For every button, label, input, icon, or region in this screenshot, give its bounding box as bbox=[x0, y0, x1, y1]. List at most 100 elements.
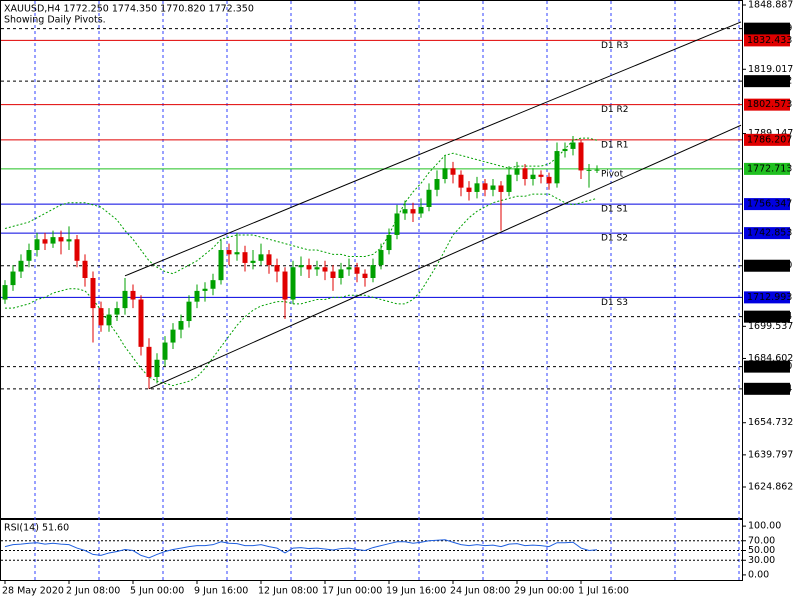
y-tick-label: 1684.602 bbox=[748, 353, 793, 364]
candle-body bbox=[178, 321, 184, 330]
level-price-label: 1670.494 bbox=[747, 383, 792, 394]
pivot-label: Pivot bbox=[601, 169, 624, 179]
candle-body bbox=[98, 308, 104, 326]
candle-body bbox=[514, 168, 520, 175]
y-tick-label: 1848.887 bbox=[748, 0, 793, 10]
candle-body bbox=[2, 285, 8, 300]
candle-body bbox=[306, 265, 312, 270]
x-tick-label: 2 Jun 08:00 bbox=[66, 586, 120, 597]
candle-body bbox=[418, 206, 424, 214]
candle-body bbox=[458, 174, 464, 188]
x-tick-label: 19 Jun 16:00 bbox=[386, 586, 446, 597]
level-price-box bbox=[744, 382, 790, 395]
candle-body bbox=[258, 254, 264, 261]
candle-body bbox=[154, 359, 160, 377]
candle-body bbox=[322, 267, 328, 272]
level-price-label: 1802.573 bbox=[747, 99, 792, 110]
candle-body bbox=[66, 239, 72, 242]
candle-body bbox=[410, 209, 416, 214]
candle-body bbox=[330, 271, 336, 278]
candle-body bbox=[242, 252, 248, 263]
candle-body bbox=[138, 299, 144, 347]
candle-body bbox=[10, 271, 16, 286]
candle-body bbox=[538, 174, 544, 177]
candle-body bbox=[498, 185, 504, 192]
level-price-label: 1742.853 bbox=[747, 228, 792, 239]
level-price-label: 1772.713 bbox=[747, 163, 792, 174]
candle-body bbox=[122, 290, 128, 309]
candle-body bbox=[314, 267, 320, 270]
level-price-box bbox=[744, 360, 790, 373]
pivot-label: D1 R1 bbox=[601, 140, 629, 150]
x-tick-label: 1 Jul 16:00 bbox=[578, 586, 629, 597]
candle-body bbox=[594, 169, 600, 171]
candle-body bbox=[450, 168, 456, 175]
candle-body bbox=[114, 308, 120, 315]
candle-body bbox=[50, 237, 56, 244]
candle-body bbox=[170, 329, 176, 343]
candle-body bbox=[426, 189, 432, 207]
rsi-pane bbox=[0, 519, 743, 581]
candle-body bbox=[42, 239, 48, 244]
y-tick-label: 1639.797 bbox=[748, 449, 793, 460]
level-price-box bbox=[744, 310, 790, 323]
candle-body bbox=[58, 237, 64, 242]
y-tick-label: 1789.147 bbox=[748, 128, 793, 139]
band-line bbox=[5, 193, 598, 387]
candle-body bbox=[90, 277, 96, 309]
candle-body bbox=[482, 183, 488, 190]
candle-body bbox=[346, 267, 352, 270]
x-tick-label: 29 Jun 00:00 bbox=[514, 586, 574, 597]
level-price-label: 1786.207 bbox=[747, 134, 792, 145]
candle-body bbox=[562, 148, 568, 152]
level-price-label: 1680.810 bbox=[747, 361, 792, 372]
candle-body bbox=[570, 142, 576, 149]
x-tick-label: 24 Jun 08:00 bbox=[450, 586, 510, 597]
candle-body bbox=[530, 174, 536, 180]
rsi-y-tick-label: 0.00 bbox=[748, 569, 769, 580]
candle-body bbox=[194, 290, 200, 302]
candle-body bbox=[298, 265, 304, 268]
candle-body bbox=[146, 346, 152, 377]
chart-subtitle: Showing Daily Pivots. bbox=[4, 15, 106, 26]
y-tick-label: 1699.537 bbox=[748, 321, 793, 332]
candle-body bbox=[586, 169, 592, 171]
candle-body bbox=[362, 273, 368, 278]
level-price-label: 1704.034 bbox=[747, 311, 792, 322]
candle-body bbox=[506, 174, 512, 192]
level-price-label: 1837.889 bbox=[747, 23, 792, 34]
pivot-label: D1 R3 bbox=[601, 41, 629, 51]
band-line bbox=[4, 137, 598, 275]
candle-body bbox=[522, 168, 528, 180]
candle-body bbox=[370, 265, 376, 278]
level-price-box bbox=[744, 198, 790, 211]
level-price-label: 1727.700 bbox=[747, 260, 792, 271]
level-price-label: 1832.433 bbox=[747, 35, 792, 46]
x-tick-label: 9 Jun 16:00 bbox=[194, 586, 248, 597]
candle-body bbox=[226, 250, 232, 255]
x-tick-label: 17 Jun 00:00 bbox=[322, 586, 382, 597]
level-price-label: 1813.492 bbox=[747, 76, 792, 87]
rsi-y-tick-label: 100.00 bbox=[748, 521, 781, 532]
candle-body bbox=[546, 176, 552, 184]
x-tick-label: 28 May 2020 bbox=[2, 586, 64, 597]
candle-body bbox=[130, 290, 136, 300]
candle-body bbox=[274, 265, 280, 272]
level-price-box bbox=[744, 75, 790, 88]
candle-body bbox=[474, 183, 480, 192]
pivot-label: D1 S2 bbox=[601, 234, 628, 244]
level-price-box bbox=[744, 162, 790, 175]
rsi-line bbox=[4, 539, 598, 559]
pivot-label: D1 S3 bbox=[601, 298, 628, 308]
level-price-box bbox=[744, 291, 790, 304]
candle-body bbox=[466, 187, 472, 192]
candle-body bbox=[354, 267, 360, 274]
level-price-box bbox=[744, 259, 790, 272]
y-tick-label: 1819.017 bbox=[748, 64, 793, 75]
candle-body bbox=[290, 267, 296, 300]
main-pane bbox=[0, 0, 743, 519]
candle-body bbox=[554, 151, 560, 184]
candle-body bbox=[378, 250, 384, 266]
